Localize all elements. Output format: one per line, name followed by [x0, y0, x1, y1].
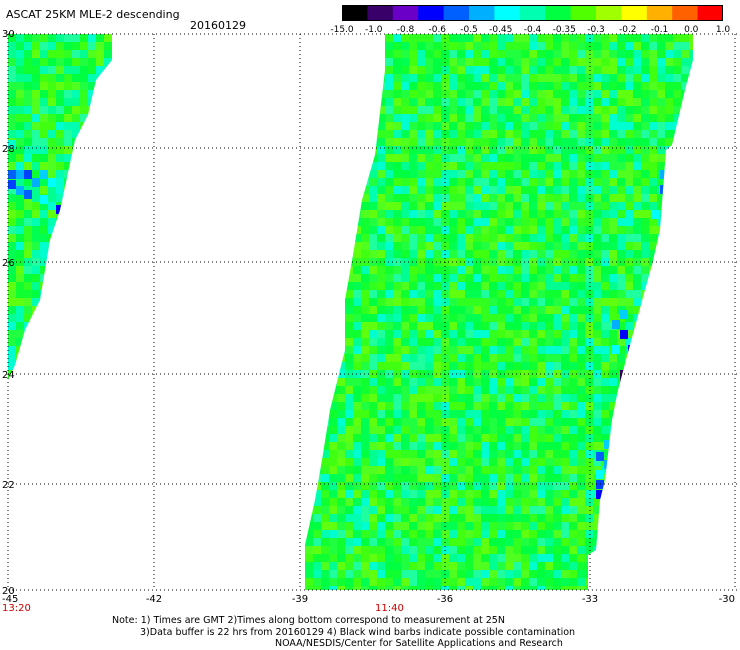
swath-cells: [8, 34, 112, 380]
colorbar-segment: [392, 5, 419, 21]
chart-date: 20160129: [190, 19, 246, 32]
colorbar-segment: [469, 5, 495, 21]
chart-title: ASCAT 25KM MLE-2 descending: [6, 8, 180, 21]
footnotes: Note: 1) Times are GMT 2)Times along bot…: [112, 615, 575, 650]
colorbar-label: -0.6: [428, 25, 447, 35]
colorbar-label: 1.0: [715, 25, 731, 35]
colorbar-segment: [697, 5, 723, 21]
colorbar-label: -0.3: [587, 25, 605, 35]
colorbar-segment: [672, 5, 699, 21]
swath-time-label: 11:40: [375, 603, 404, 614]
y-tick-label: 22: [2, 480, 15, 491]
swath-data: [8, 34, 693, 590]
y-tick-label: 30: [2, 29, 15, 40]
colorbar-segment: [367, 5, 394, 21]
colorbar-label: -15.0: [330, 25, 354, 35]
colorbar-segment: [570, 5, 597, 21]
colorbar: [342, 5, 723, 21]
y-tick-label: 26: [2, 258, 15, 269]
note-line-1: Note: 1) Times are GMT 2)Times along bot…: [112, 615, 505, 626]
x-tick-label: -39: [292, 594, 308, 605]
y-tick-label: 28: [2, 144, 15, 155]
swath-time-label: 13:20: [2, 603, 31, 614]
colorbar-segment: [545, 5, 572, 21]
colorbar-label: -0.4: [523, 25, 542, 35]
colorbar-label: -0.35: [552, 25, 576, 35]
swath-cells: [305, 34, 693, 590]
colorbar-segment: [494, 5, 521, 21]
colorbar-label: 0.0: [684, 25, 699, 35]
x-tick-label: -36: [437, 594, 453, 605]
colorbar-border: [342, 5, 723, 21]
colorbar-label: -0.2: [618, 25, 637, 35]
colorbar-segment: [418, 5, 445, 21]
grid-lines: [7, 33, 740, 591]
colorbar-segment: [646, 5, 673, 21]
colorbar-segment: [342, 5, 368, 21]
x-tick-label: -33: [582, 594, 598, 605]
colorbar-label: -0.5: [460, 25, 478, 35]
colorbar-label: -1.0: [364, 25, 383, 35]
note-line-2: 3)Data buffer is 22 hrs from 20160129 4)…: [140, 626, 576, 638]
note-line-3: NOAA/NESDIS/Center for Satellite Applica…: [275, 638, 563, 649]
axis-labels: -45 -42 -39 -36 -33 -30 30 28 26 24 22 20 13:20 11:40: [2, 29, 735, 614]
colorbar-segment: [443, 5, 470, 21]
colorbar-label: -0.45: [489, 25, 513, 35]
colorbar-segment: [621, 5, 648, 21]
y-tick-label: 24: [2, 370, 15, 381]
x-tick-label: -30: [719, 594, 735, 605]
colorbar-segment: [596, 5, 622, 21]
y-tick-label: 20: [2, 586, 15, 597]
colorbar-label: -0.8: [396, 25, 415, 35]
x-tick-label: -45: [2, 594, 18, 605]
x-tick-label: -42: [146, 594, 162, 605]
colorbar-label: -0.1: [650, 25, 669, 35]
colorbar-segment: [519, 5, 546, 21]
